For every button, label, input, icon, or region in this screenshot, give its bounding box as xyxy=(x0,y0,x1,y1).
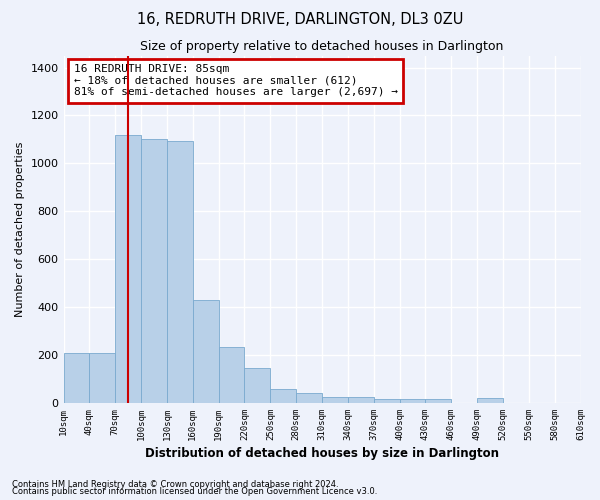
Bar xyxy=(193,300,218,403)
Bar xyxy=(400,400,425,403)
Bar xyxy=(64,352,89,403)
Text: Contains HM Land Registry data © Crown copyright and database right 2024.: Contains HM Land Registry data © Crown c… xyxy=(12,480,338,489)
Bar xyxy=(296,394,322,403)
Bar xyxy=(167,140,193,403)
Text: 16, REDRUTH DRIVE, DARLINGTON, DL3 0ZU: 16, REDRUTH DRIVE, DARLINGTON, DL3 0ZU xyxy=(137,12,463,28)
Title: Size of property relative to detached houses in Darlington: Size of property relative to detached ho… xyxy=(140,40,504,53)
Bar xyxy=(218,346,244,403)
Bar xyxy=(115,134,141,403)
Bar xyxy=(425,400,451,403)
Bar xyxy=(271,388,296,403)
Text: 16 REDRUTH DRIVE: 85sqm
← 18% of detached houses are smaller (612)
81% of semi-d: 16 REDRUTH DRIVE: 85sqm ← 18% of detache… xyxy=(74,64,398,98)
Y-axis label: Number of detached properties: Number of detached properties xyxy=(15,142,25,317)
Bar xyxy=(89,352,115,403)
Bar xyxy=(244,368,271,403)
Text: Contains public sector information licensed under the Open Government Licence v3: Contains public sector information licen… xyxy=(12,487,377,496)
X-axis label: Distribution of detached houses by size in Darlington: Distribution of detached houses by size … xyxy=(145,447,499,460)
Bar xyxy=(477,398,503,403)
Bar xyxy=(374,400,400,403)
Bar xyxy=(141,140,167,403)
Bar xyxy=(348,397,374,403)
Bar xyxy=(322,397,348,403)
